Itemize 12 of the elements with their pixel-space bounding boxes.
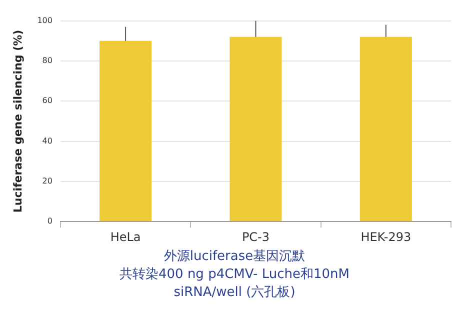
- y-tick-label: 60: [42, 96, 52, 106]
- x-tick-label: HeLa: [110, 230, 141, 244]
- text: 外源luciferase基因沉默: [162, 248, 306, 266]
- y-tick-label: 100: [37, 16, 52, 25]
- text: 共转染400 ng p4CMV- Luche和10nM siRNA/well (六孔板): [118, 266, 350, 302]
- y-tick-label: 40: [42, 136, 52, 146]
- y-axis-title: Luciferase gene silencing (%): [11, 30, 24, 213]
- y-tick-label: 80: [42, 56, 52, 66]
- x-tick-label: HEK-293: [360, 230, 412, 244]
- x-tick-label: PC-3: [242, 230, 270, 244]
- y-tick-label: 0: [47, 216, 52, 226]
- y-tick-label: 20: [42, 176, 52, 186]
